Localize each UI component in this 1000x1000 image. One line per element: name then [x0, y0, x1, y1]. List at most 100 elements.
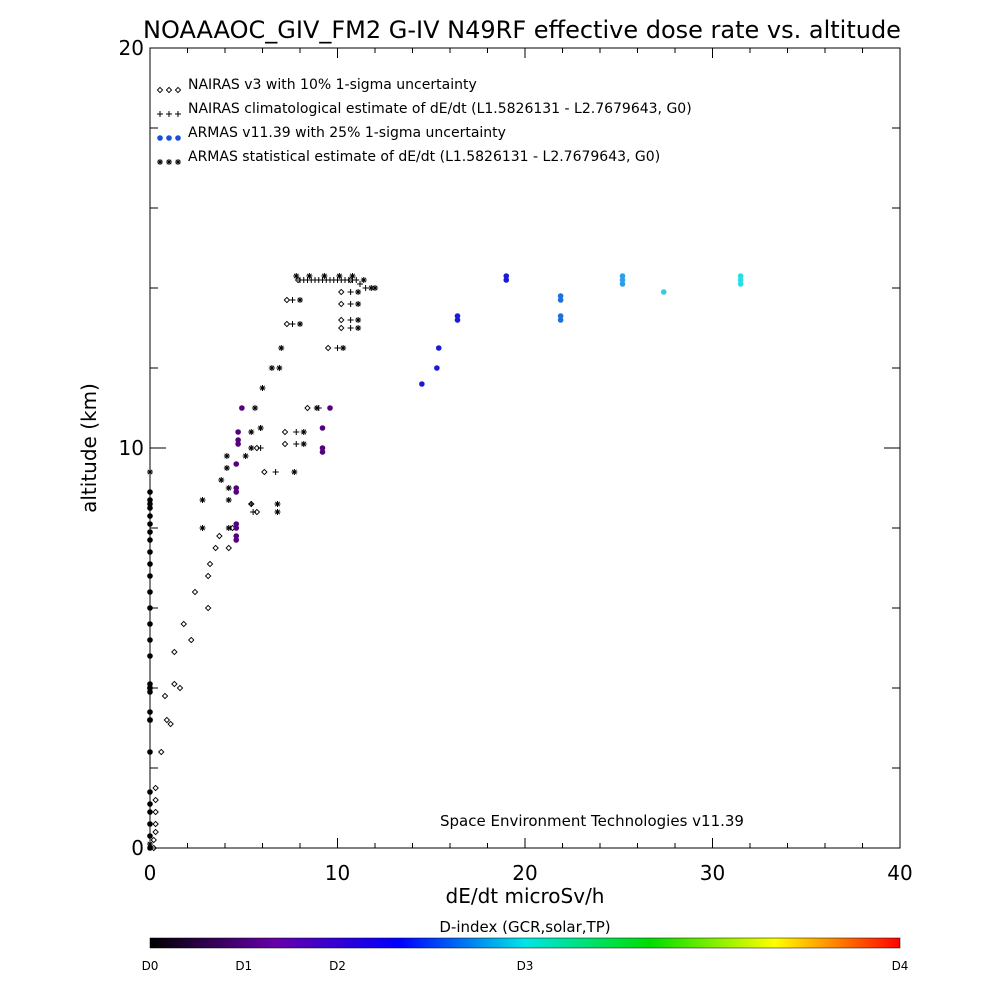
plus-point: [272, 469, 279, 475]
dot-point: [235, 429, 241, 435]
star-point: [313, 405, 320, 411]
plus-point: [248, 501, 255, 507]
legend-marker: [175, 111, 181, 117]
legend-label: ARMAS v11.39 with 25% 1-sigma uncertaint…: [188, 125, 506, 141]
plus-point: [257, 445, 264, 451]
dot-point: [147, 501, 153, 507]
star-point: [336, 273, 343, 279]
diamond-point: [216, 532, 223, 540]
dot-point: [147, 505, 153, 511]
diamond-point: [261, 468, 268, 476]
dot-point: [233, 461, 240, 467]
dot-point: [454, 313, 461, 319]
dot-point: [147, 809, 153, 815]
dot-point: [147, 549, 153, 555]
axis-tick-labels: 0 10 20 30 40 0 10 20: [119, 36, 913, 885]
y-tick-label: 0: [131, 836, 144, 860]
star-point: [225, 525, 232, 531]
dot-point: [319, 445, 326, 451]
diamond-point: [152, 828, 159, 836]
plus-point: [357, 281, 363, 287]
credit-annotation: Space Environment Technologies v11.39: [440, 812, 744, 830]
star-point: [268, 365, 275, 371]
diamond-point: [176, 684, 184, 692]
dot-point: [147, 845, 153, 851]
legend-marker: [156, 86, 164, 94]
dot-point: [233, 537, 240, 543]
diamond-point: [171, 648, 178, 656]
dot-point: [147, 689, 153, 695]
star-point: [242, 453, 249, 459]
star-point: [368, 285, 375, 291]
dot-point: [454, 317, 461, 323]
dot-point: [147, 621, 153, 627]
diamond-point: [188, 636, 195, 644]
star-point: [297, 321, 303, 327]
star-point: [349, 273, 356, 279]
diamond-point: [152, 796, 159, 804]
star-point: [300, 429, 307, 435]
dot-point: [147, 605, 153, 611]
plus-point: [347, 325, 354, 331]
star-point: [297, 297, 303, 303]
dot-point: [147, 529, 153, 535]
dot-point: [147, 709, 153, 715]
dot-point: [503, 273, 510, 279]
star-point: [278, 345, 285, 351]
star-point: [252, 405, 258, 411]
dot-point: [319, 425, 326, 431]
dot-point: [147, 685, 153, 691]
diamond-point: [212, 544, 219, 552]
diamond-point: [152, 784, 159, 792]
star-point: [199, 525, 206, 531]
colorbar-label: D1: [235, 959, 252, 973]
dot-point: [434, 365, 440, 371]
diamond-point: [338, 288, 345, 296]
y-axis-label: altitude (km): [77, 383, 101, 513]
dot-point: [147, 681, 153, 687]
y-tick-label: 10: [119, 436, 144, 460]
dot-point: [660, 289, 667, 295]
dot-point: [147, 521, 153, 527]
dot-point: [147, 821, 153, 827]
star-point: [257, 425, 264, 431]
star-point: [259, 385, 266, 391]
legend-label: NAIRAS v3 with 10% 1-sigma uncertainty: [188, 77, 477, 93]
star-point: [355, 317, 362, 323]
dot-point: [147, 589, 153, 595]
diamond-point: [338, 324, 345, 332]
dot-point: [419, 381, 425, 387]
legend: NAIRAS v3 with 10% 1-sigma uncertainty NA…: [156, 77, 692, 165]
colorbar-labels: D0 D1 D2 D3 D4: [142, 959, 909, 973]
legend-marker: [174, 86, 182, 94]
star-point: [291, 469, 298, 475]
dot-point: [147, 513, 153, 519]
dot-point: [147, 833, 153, 839]
diamond-point: [225, 544, 232, 552]
dot-point: [233, 485, 240, 491]
dot-point: [147, 497, 153, 503]
legend-label: ARMAS statistical estimate of dE/dt (L1.…: [188, 149, 660, 165]
dot-point: [327, 405, 333, 411]
diamond-point: [304, 404, 311, 412]
plus-point: [293, 429, 300, 435]
dot-point: [737, 273, 744, 279]
plus-point: [334, 345, 341, 351]
colorbar-title: D-index (GCR,solar,TP): [439, 918, 610, 936]
diamond-point: [180, 620, 187, 628]
star-point: [218, 477, 225, 483]
dot-point: [737, 281, 744, 287]
diamond-point: [283, 296, 291, 304]
x-axis-label: dE/dt microSv/h: [446, 884, 605, 908]
star-point: [355, 289, 362, 295]
diamond-point: [281, 428, 289, 436]
dot-point: [557, 317, 564, 323]
star-point: [223, 453, 230, 459]
diamond-point: [338, 316, 345, 324]
star-point: [355, 301, 362, 307]
colorbar-label: D2: [329, 959, 346, 973]
diamond-point: [158, 748, 165, 756]
star-point: [225, 485, 232, 491]
star-point: [225, 497, 232, 503]
dot-point: [147, 789, 153, 795]
